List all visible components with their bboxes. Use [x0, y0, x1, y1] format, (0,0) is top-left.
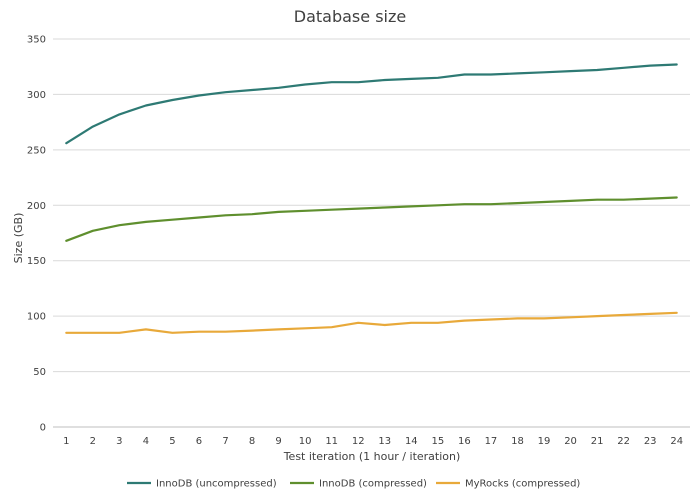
x-tick-label: 14	[405, 436, 418, 447]
x-tick-label: 2	[90, 436, 96, 447]
x-axis-label: Test iteration (1 hour / iteration)	[283, 450, 461, 463]
y-tick-label: 150	[27, 256, 46, 267]
y-tick-label: 250	[27, 145, 46, 156]
y-tick-label: 0	[40, 423, 46, 434]
series-lines	[65, 63, 678, 334]
y-tick-label: 200	[27, 201, 46, 212]
x-tick-label: 22	[617, 436, 630, 447]
x-tick-label: 17	[485, 436, 498, 447]
x-tick-label: 19	[538, 436, 551, 447]
y-tick-label: 50	[33, 367, 46, 378]
series-line	[65, 311, 678, 334]
gridlines	[53, 38, 690, 373]
x-tick-label: 23	[644, 436, 657, 447]
x-tick-label: 24	[670, 436, 683, 447]
legend-label: InnoDB (compressed)	[319, 479, 427, 490]
x-tick-label: 18	[511, 436, 524, 447]
x-tick-label: 9	[275, 436, 281, 447]
y-tick-label: 350	[27, 35, 46, 46]
series-line	[65, 196, 678, 242]
x-tick-label: 1	[63, 436, 69, 447]
x-tick-label: 6	[196, 436, 202, 447]
x-tick-label: 20	[564, 436, 577, 447]
x-tick-label: 10	[299, 436, 312, 447]
y-tick-label: 300	[27, 90, 46, 101]
legend-label: InnoDB (uncompressed)	[156, 479, 277, 490]
y-axis-label: Size (GB)	[12, 213, 25, 264]
x-tick-label: 5	[169, 436, 175, 447]
y-tick-label: 100	[27, 312, 46, 323]
x-tick-label: 21	[591, 436, 604, 447]
x-tick-label: 7	[222, 436, 228, 447]
x-tick-label: 15	[431, 436, 444, 447]
x-tick-label: 12	[352, 436, 365, 447]
x-tick-label: 13	[378, 436, 391, 447]
x-tick-label: 11	[325, 436, 338, 447]
chart-title: Database size	[294, 7, 406, 26]
x-tick-label: 8	[249, 436, 255, 447]
series-line	[65, 63, 678, 145]
legend: InnoDB (uncompressed) InnoDB (compressed)…	[127, 479, 580, 490]
legend-label: MyRocks (compressed)	[465, 479, 580, 490]
x-tick-label: 16	[458, 436, 471, 447]
x-tick-label: 3	[116, 436, 122, 447]
x-tick-label: 4	[143, 436, 149, 447]
